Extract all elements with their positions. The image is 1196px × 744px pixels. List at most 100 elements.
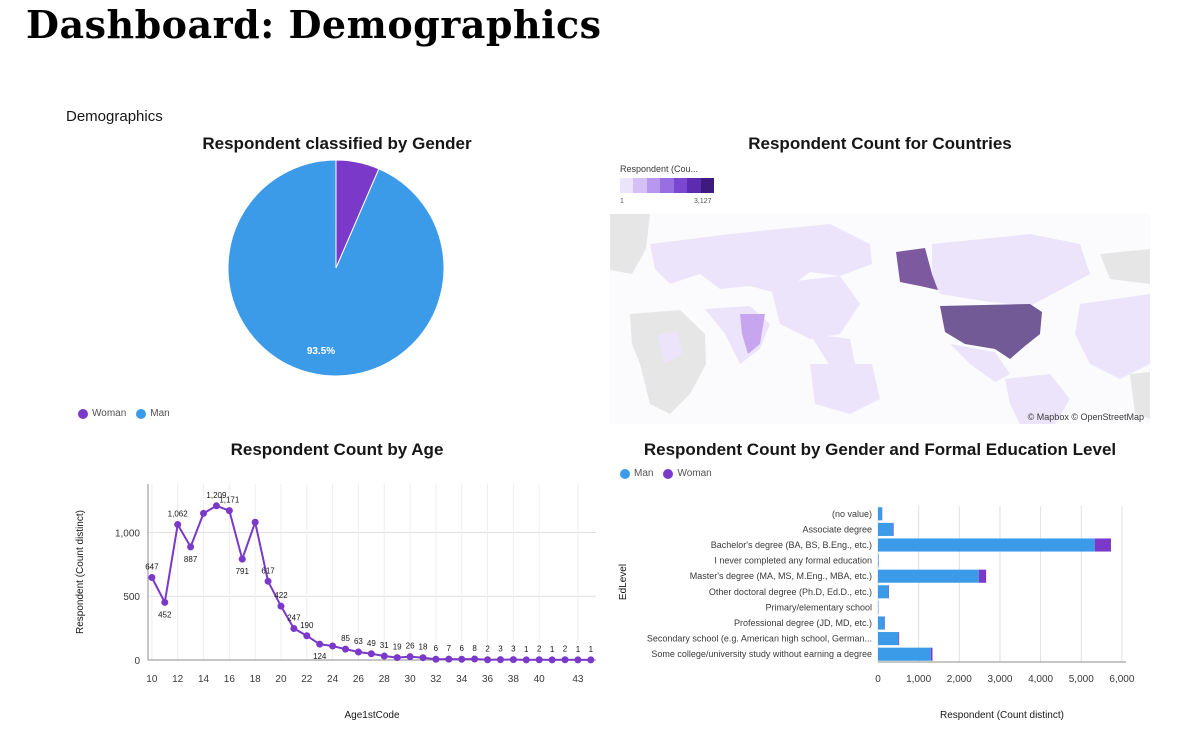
age-series-line: [150, 504, 591, 661]
edu-bar-man[interactable]: [878, 507, 883, 521]
age-data-point[interactable]: [342, 645, 350, 653]
age-data-point[interactable]: [535, 656, 543, 664]
age-data-point[interactable]: [484, 656, 492, 664]
age-data-label: 2: [537, 645, 542, 654]
edu-chart-panel: Respondent Count by Gender and Formal Ed…: [610, 436, 1150, 736]
age-x-tick-label: 40: [534, 674, 546, 685]
age-x-tick-label: 16: [224, 674, 236, 685]
age-data-point[interactable]: [238, 555, 246, 563]
map-legend-scale: [620, 178, 714, 193]
age-data-label: 1: [576, 645, 581, 654]
age-data-point[interactable]: [574, 656, 582, 664]
woman-legend-dot: [78, 408, 88, 419]
age-data-point[interactable]: [458, 655, 466, 663]
age-data-label: 1,062: [168, 510, 189, 519]
age-data-point[interactable]: [522, 656, 530, 664]
age-data-point[interactable]: [277, 602, 285, 610]
age-data-point[interactable]: [148, 573, 156, 581]
age-data-point[interactable]: [432, 655, 440, 663]
age-data-point[interactable]: [445, 655, 453, 663]
age-data-point[interactable]: [200, 509, 208, 517]
age-data-label: 647: [145, 562, 159, 571]
gender-chart-panel: Respondent classified by Gender 93.5% Wo…: [66, 130, 608, 430]
edu-category-label: Other doctoral degree (Ph.D, Ed.D., etc.…: [709, 587, 872, 597]
pie-slice-man[interactable]: [227, 160, 445, 377]
age-data-label: 190: [300, 621, 314, 630]
age-data-point[interactable]: [561, 656, 569, 664]
age-data-point[interactable]: [380, 652, 388, 660]
edu-bar-woman[interactable]: [930, 647, 933, 661]
map-legend-min: 1: [620, 198, 624, 205]
edu-category-label: Primary/elementary school: [765, 602, 872, 612]
age-data-label: 19: [393, 643, 402, 652]
age-data-point[interactable]: [393, 654, 401, 662]
edu-bar-man[interactable]: [878, 522, 894, 536]
legend-item-woman[interactable]: Woman: [78, 408, 126, 419]
edu-category-label: I never completed any formal education: [714, 556, 872, 566]
age-x-tick-label: 20: [275, 674, 287, 685]
edu-legend-label-man: Man: [634, 468, 654, 479]
age-data-label: 247: [287, 613, 301, 622]
gender-pie-chart: 93.5%: [227, 160, 445, 377]
edu-legend-item-woman[interactable]: Woman: [663, 468, 712, 479]
world-map[interactable]: © Mapbox © OpenStreetMap: [610, 214, 1150, 424]
age-data-label: 7: [447, 644, 452, 653]
age-data-label: 6: [434, 644, 439, 653]
edu-bar-man[interactable]: [878, 585, 889, 599]
age-data-point[interactable]: [187, 543, 195, 551]
edu-x-tick-label: 6,000: [1109, 674, 1134, 685]
age-data-point[interactable]: [303, 632, 311, 640]
edu-bar-woman[interactable]: [893, 522, 894, 536]
age-data-point[interactable]: [329, 642, 337, 650]
age-x-tick-label: 22: [301, 674, 313, 685]
age-data-point[interactable]: [225, 507, 233, 515]
age-data-label: 1,171: [219, 496, 240, 505]
map-chart-title: Respondent Count for Countries: [748, 134, 1012, 153]
age-data-point[interactable]: [419, 654, 427, 662]
gender-chart-title: Respondent classified by Gender: [202, 134, 472, 153]
age-data-point[interactable]: [471, 655, 479, 663]
edu-bar-man[interactable]: [878, 538, 1095, 552]
age-data-point[interactable]: [354, 648, 362, 656]
edu-bar-man[interactable]: [878, 632, 899, 646]
edu-bar-man[interactable]: [878, 647, 931, 661]
edu-y-axis-title: EdLevel: [618, 564, 629, 600]
age-data-point[interactable]: [406, 653, 414, 661]
edu-bar-woman[interactable]: [898, 632, 900, 646]
edu-bar-woman[interactable]: [978, 569, 987, 583]
age-data-label: 1: [550, 645, 555, 654]
age-data-label: 887: [184, 555, 198, 564]
age-x-tick-label: 30: [405, 674, 417, 685]
age-data-point[interactable]: [587, 656, 595, 664]
age-data-point[interactable]: [509, 656, 517, 664]
edu-bar-man[interactable]: [878, 554, 879, 568]
edu-bar-man[interactable]: [878, 616, 885, 630]
age-data-point[interactable]: [367, 650, 375, 658]
age-data-label: 422: [274, 591, 288, 600]
pie-slice-label: 93.5%: [307, 346, 335, 357]
age-data-point[interactable]: [161, 598, 169, 606]
age-data-point[interactable]: [251, 518, 259, 526]
map-legend-title: Respondent (Cou...: [620, 164, 699, 174]
age-data-point[interactable]: [290, 624, 298, 632]
age-data-point[interactable]: [316, 640, 324, 648]
age-data-point[interactable]: [174, 521, 182, 529]
edu-bar-woman[interactable]: [1094, 538, 1111, 552]
age-data-point[interactable]: [496, 656, 504, 664]
edu-legend-item-man[interactable]: Man: [620, 468, 653, 479]
age-data-point[interactable]: [212, 502, 220, 510]
age-data-point[interactable]: [548, 656, 556, 664]
edu-category-label: Master's degree (MA, MS, M.Eng., MBA, et…: [690, 571, 872, 581]
age-y-tick-label: 500: [123, 592, 140, 603]
woman-legend-dot: [663, 468, 674, 479]
legend-item-man[interactable]: Man: [136, 408, 170, 419]
age-data-label: 452: [158, 610, 172, 619]
age-x-tick-label: 38: [508, 674, 520, 685]
age-data-point[interactable]: [264, 577, 272, 585]
age-data-label: 3: [498, 645, 503, 654]
map-attribution: © Mapbox © OpenStreetMap: [1028, 412, 1144, 422]
edu-bar-man[interactable]: [878, 569, 979, 583]
age-x-tick-label: 18: [250, 674, 262, 685]
edu-bar-chart: (no value) Associate degree Bachelor's deg…: [618, 506, 1135, 721]
